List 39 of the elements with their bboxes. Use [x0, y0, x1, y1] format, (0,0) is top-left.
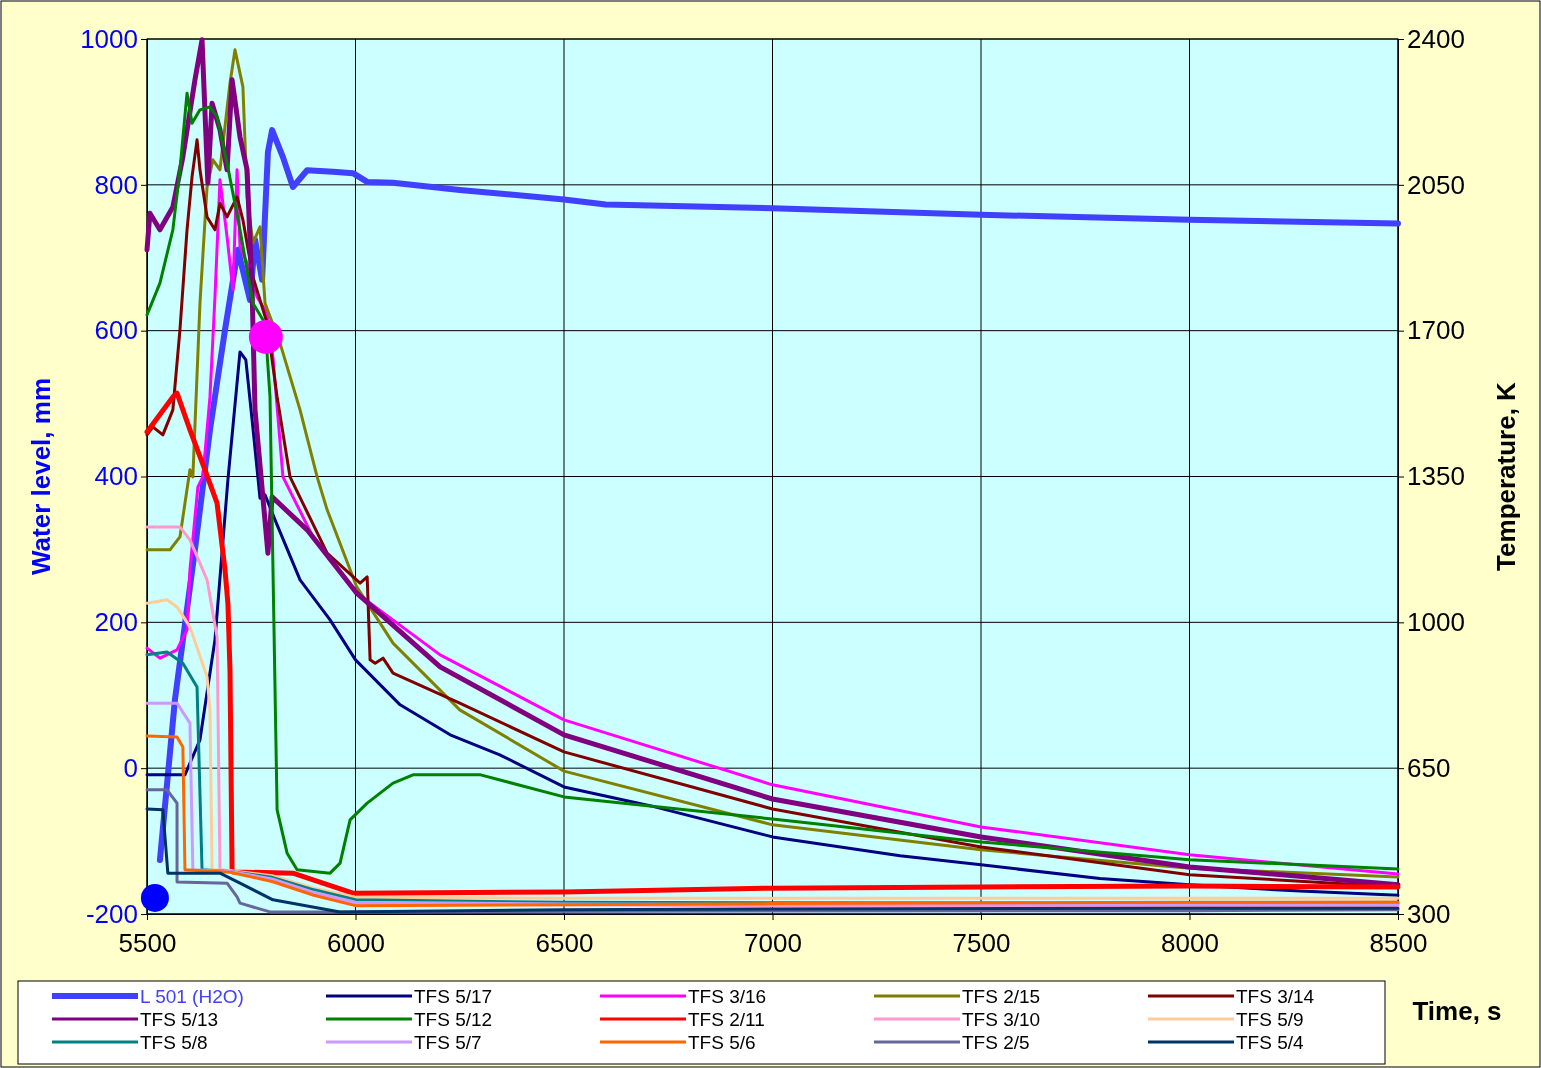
y-tick-label: 200	[94, 607, 138, 638]
y-tick-label: 800	[94, 169, 138, 200]
legend-label: TFS 5/9	[1236, 1009, 1304, 1030]
y2-tick-label: 650	[1407, 752, 1451, 783]
x-tick-label: 8000	[1161, 927, 1219, 958]
y-tick-label: 0	[123, 752, 138, 783]
legend-label: TFS 5/8	[140, 1032, 208, 1053]
y2-tick-label: 1000	[1407, 607, 1465, 638]
y-tick-label: 600	[94, 315, 138, 346]
legend-label: TFS 3/16	[688, 986, 767, 1007]
x-tick-label: 7000	[744, 927, 802, 958]
legend-label: TFS 3/10	[962, 1009, 1041, 1030]
y-tick-label: 400	[94, 461, 138, 492]
legend-label: TFS 2/11	[688, 1009, 765, 1030]
y2-tick-label: 2400	[1407, 23, 1465, 54]
x-tick-label: 8500	[1369, 927, 1428, 958]
y-tick-label: -200	[85, 898, 138, 929]
legend-label: L 501 (H2O)	[140, 986, 244, 1007]
x-tick-label: 7500	[952, 927, 1011, 958]
x-axis-title: Time, s	[1412, 996, 1502, 1026]
legend-label: TFS 5/13	[140, 1009, 219, 1030]
y-axis-title: Water level, mm	[26, 377, 56, 576]
legend-label: TFS 5/6	[688, 1032, 756, 1053]
legend-label: TFS 5/4	[1236, 1032, 1305, 1053]
x-tick-label: 6000	[327, 927, 385, 958]
y2-axis-title: Temperature, K	[1491, 381, 1521, 571]
legend-label: TFS 2/15	[962, 986, 1041, 1007]
legend-label: TFS 5/7	[414, 1032, 482, 1053]
y2-tick-label: 300	[1407, 898, 1451, 929]
legend-label: TFS 3/14	[1236, 986, 1315, 1007]
y2-tick-label: 1350	[1407, 461, 1465, 492]
legend-label: TFS 2/5	[962, 1032, 1030, 1053]
x-tick-label: 5500	[118, 927, 177, 958]
legend-label: TFS 5/17	[414, 986, 493, 1007]
y2-tick-label: 1700	[1407, 315, 1465, 346]
y-tick-label: 1000	[80, 23, 138, 54]
legend-label: TFS 5/12	[414, 1009, 493, 1030]
x-tick-label: 6500	[535, 927, 594, 958]
y2-tick-label: 2050	[1407, 169, 1465, 200]
